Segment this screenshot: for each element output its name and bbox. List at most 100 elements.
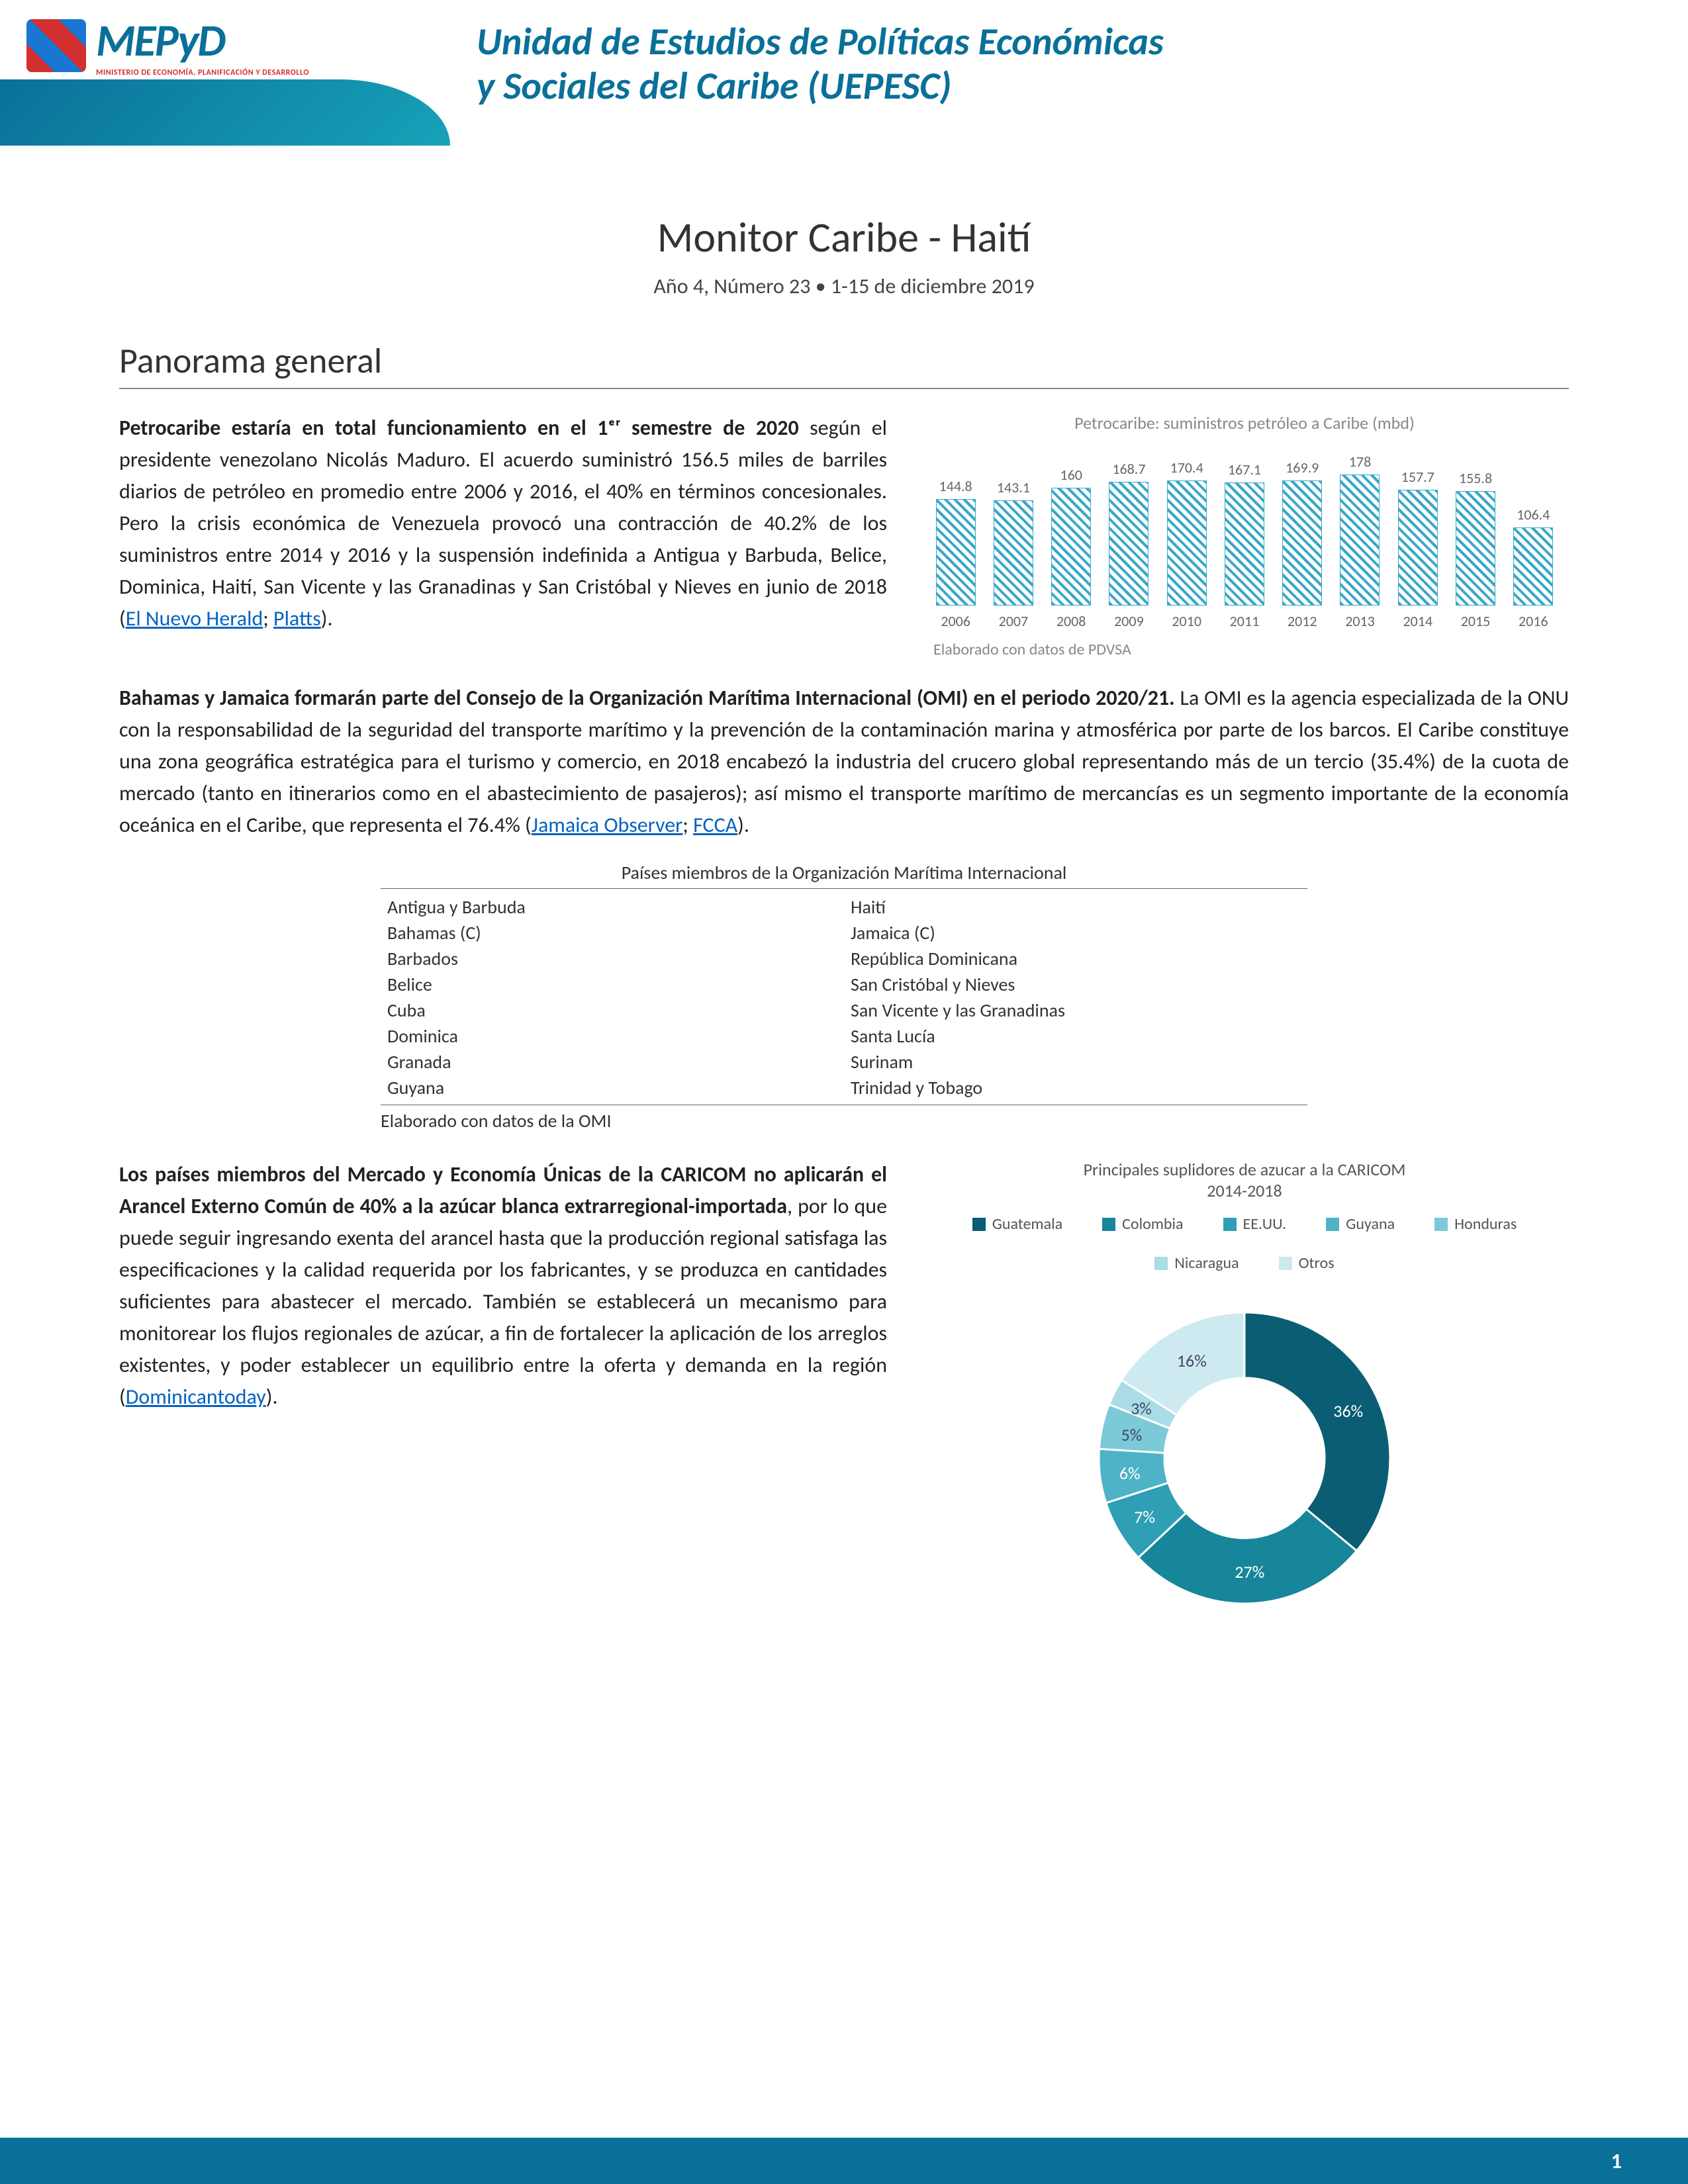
bar-value-label: 169.9 xyxy=(1286,459,1319,477)
table-cell: Dominica xyxy=(381,1023,844,1049)
legend-item: Nicaragua xyxy=(1154,1253,1239,1273)
link-platts[interactable]: Platts xyxy=(273,606,321,631)
org-name-block: MEPyD MINISTERIO DE ECONOMÍA, PLANIFICAC… xyxy=(96,13,309,77)
table-row: BeliceSan Cristóbal y Nieves xyxy=(381,972,1307,997)
link-fcca[interactable]: FCCA xyxy=(693,812,737,838)
bar-item: 170.4 xyxy=(1158,459,1215,606)
coat-of-arms-icon xyxy=(26,19,86,72)
legend-item: Guatemala xyxy=(972,1214,1062,1234)
bar-rect xyxy=(936,499,976,606)
page-content: Monitor Caribe - Haití Año 4, Número 23 … xyxy=(0,159,1688,1623)
bar-rect xyxy=(1282,480,1322,606)
org-abbrev: MEPyD xyxy=(96,13,309,68)
bar-chart-x-labels: 2006200720082009201020112012201320142015… xyxy=(920,606,1569,630)
bar-rect xyxy=(1340,475,1380,606)
donut-graphic: 36%27%7%6%5%3%16% xyxy=(1079,1293,1410,1623)
donut-slice-label: 27% xyxy=(1235,1561,1264,1582)
bar-rect xyxy=(1109,482,1149,606)
donut-legend: GuatemalaColombiaEE.UU.GuyanaHondurasNic… xyxy=(920,1214,1569,1273)
table-row: GuyanaTrinidad y Tobago xyxy=(381,1075,1307,1101)
document-title: Monitor Caribe - Haití xyxy=(119,212,1569,263)
para1-close: ). xyxy=(321,606,333,631)
table-cell: Belice xyxy=(381,972,844,997)
page-header: MEPyD MINISTERIO DE ECONOMÍA, PLANIFICAC… xyxy=(0,0,1688,159)
table-cell: Jamaica (C) xyxy=(844,920,1307,946)
table-row: DominicaSanta Lucía xyxy=(381,1023,1307,1049)
legend-text: Colombia xyxy=(1122,1214,1183,1234)
bar-item: 178 xyxy=(1331,453,1389,606)
legend-square-icon xyxy=(1223,1218,1237,1231)
legend-square-icon xyxy=(1279,1257,1292,1270)
para2: Bahamas y Jamaica formarán parte del Con… xyxy=(119,682,1569,841)
para2-bold: Bahamas y Jamaica formarán parte del Con… xyxy=(119,685,1175,711)
bar-year-label: 2013 xyxy=(1331,612,1389,630)
para3-col: Los países miembros del Mercado y Econom… xyxy=(119,1159,887,1623)
bar-chart-title: Petrocaribe: suministros petróleo a Cari… xyxy=(920,412,1569,433)
page-number: 1 xyxy=(1611,2148,1622,2174)
para3: Los países miembros del Mercado y Econom… xyxy=(119,1159,887,1413)
bar-year-label: 2012 xyxy=(1274,612,1331,630)
bar-item: 169.9 xyxy=(1274,459,1331,606)
para1-bold: Petrocaribe estaría en total funcionamie… xyxy=(119,415,799,441)
table-row: BarbadosRepública Dominicana xyxy=(381,946,1307,972)
row-caricom: Los países miembros del Mercado y Econom… xyxy=(119,1159,1569,1623)
bar-year-label: 2015 xyxy=(1446,612,1504,630)
link-dominicantoday[interactable]: Dominicantoday xyxy=(126,1384,266,1410)
table-row: Antigua y BarbudaHaití xyxy=(381,894,1307,920)
donut-slice-label: 5% xyxy=(1121,1424,1143,1445)
unit-title-line2: y Sociales del Caribe (UEPESC) xyxy=(477,64,1648,109)
bar-value-label: 178 xyxy=(1349,453,1371,471)
bar-rect xyxy=(1051,488,1091,606)
unit-title-line1: Unidad de Estudios de Políticas Económic… xyxy=(477,20,1648,64)
bar-value-label: 157.7 xyxy=(1401,468,1434,486)
header-swoosh-decoration xyxy=(0,79,450,146)
bar-item: 168.7 xyxy=(1100,460,1158,606)
table-cell: San Cristóbal y Nieves xyxy=(844,972,1307,997)
omi-table-caption: Países miembros de la Organización Marít… xyxy=(381,861,1307,889)
legend-square-icon xyxy=(1102,1218,1115,1231)
legend-square-icon xyxy=(1326,1218,1339,1231)
para3-rest: , por lo que puede seguir ingresando exe… xyxy=(119,1193,887,1410)
donut-slice-label: 3% xyxy=(1131,1398,1152,1419)
logo-block: MEPyD MINISTERIO DE ECONOMÍA, PLANIFICAC… xyxy=(26,13,309,77)
para1-sep: ; xyxy=(263,606,273,631)
table-row: CubaSan Vicente y las Granadinas xyxy=(381,997,1307,1023)
link-jamaica-observer[interactable]: Jamaica Observer xyxy=(532,812,683,838)
bar-year-label: 2016 xyxy=(1505,612,1562,630)
legend-item: Colombia xyxy=(1102,1214,1183,1234)
table-cell: Cuba xyxy=(381,997,844,1023)
bar-chart-bars: 144.8143.1160168.7170.4167.1169.9178157.… xyxy=(920,447,1569,606)
bar-rect xyxy=(1167,480,1207,606)
link-nuevo-herald[interactable]: El Nuevo Herald xyxy=(126,606,263,631)
table-row: Bahamas (C)Jamaica (C) xyxy=(381,920,1307,946)
row-petrocaribe: Petrocaribe estaría en total funcionamie… xyxy=(119,412,1569,659)
table-cell: Surinam xyxy=(844,1049,1307,1075)
omi-members-table: Países miembros de la Organización Marít… xyxy=(381,861,1307,1132)
bar-value-label: 170.4 xyxy=(1170,459,1203,477)
table-row: GranadaSurinam xyxy=(381,1049,1307,1075)
bar-year-label: 2011 xyxy=(1215,612,1273,630)
bar-value-label: 143.1 xyxy=(997,478,1030,496)
para1: Petrocaribe estaría en total funcionamie… xyxy=(119,412,887,635)
legend-text: Guatemala xyxy=(992,1214,1062,1234)
unit-title: Unidad de Estudios de Políticas Económic… xyxy=(477,20,1648,108)
donut-slice-label: 16% xyxy=(1177,1350,1207,1371)
bar-item: 167.1 xyxy=(1215,461,1273,606)
table-cell: San Vicente y las Granadinas xyxy=(844,997,1307,1023)
document-subtitle: Año 4, Número 23 • 1-15 de diciembre 201… xyxy=(119,273,1569,299)
omi-table-body: Antigua y BarbudaHaitíBahamas (C)Jamaica… xyxy=(381,894,1307,1105)
legend-text: EE.UU. xyxy=(1243,1214,1287,1234)
legend-text: Nicaragua xyxy=(1174,1253,1239,1273)
table-cell: Bahamas (C) xyxy=(381,920,844,946)
table-cell: República Dominicana xyxy=(844,946,1307,972)
bar-rect xyxy=(1513,527,1553,606)
bar-rect xyxy=(1398,490,1438,606)
bar-value-label: 160 xyxy=(1060,466,1082,484)
table-cell: Barbados xyxy=(381,946,844,972)
legend-item: Honduras xyxy=(1434,1214,1517,1234)
para3-bold: Los países miembros del Mercado y Econom… xyxy=(119,1161,887,1219)
legend-text: Otros xyxy=(1299,1253,1335,1273)
donut-slice-label: 7% xyxy=(1134,1506,1155,1527)
legend-square-icon xyxy=(1154,1257,1168,1270)
legend-square-icon xyxy=(972,1218,986,1231)
